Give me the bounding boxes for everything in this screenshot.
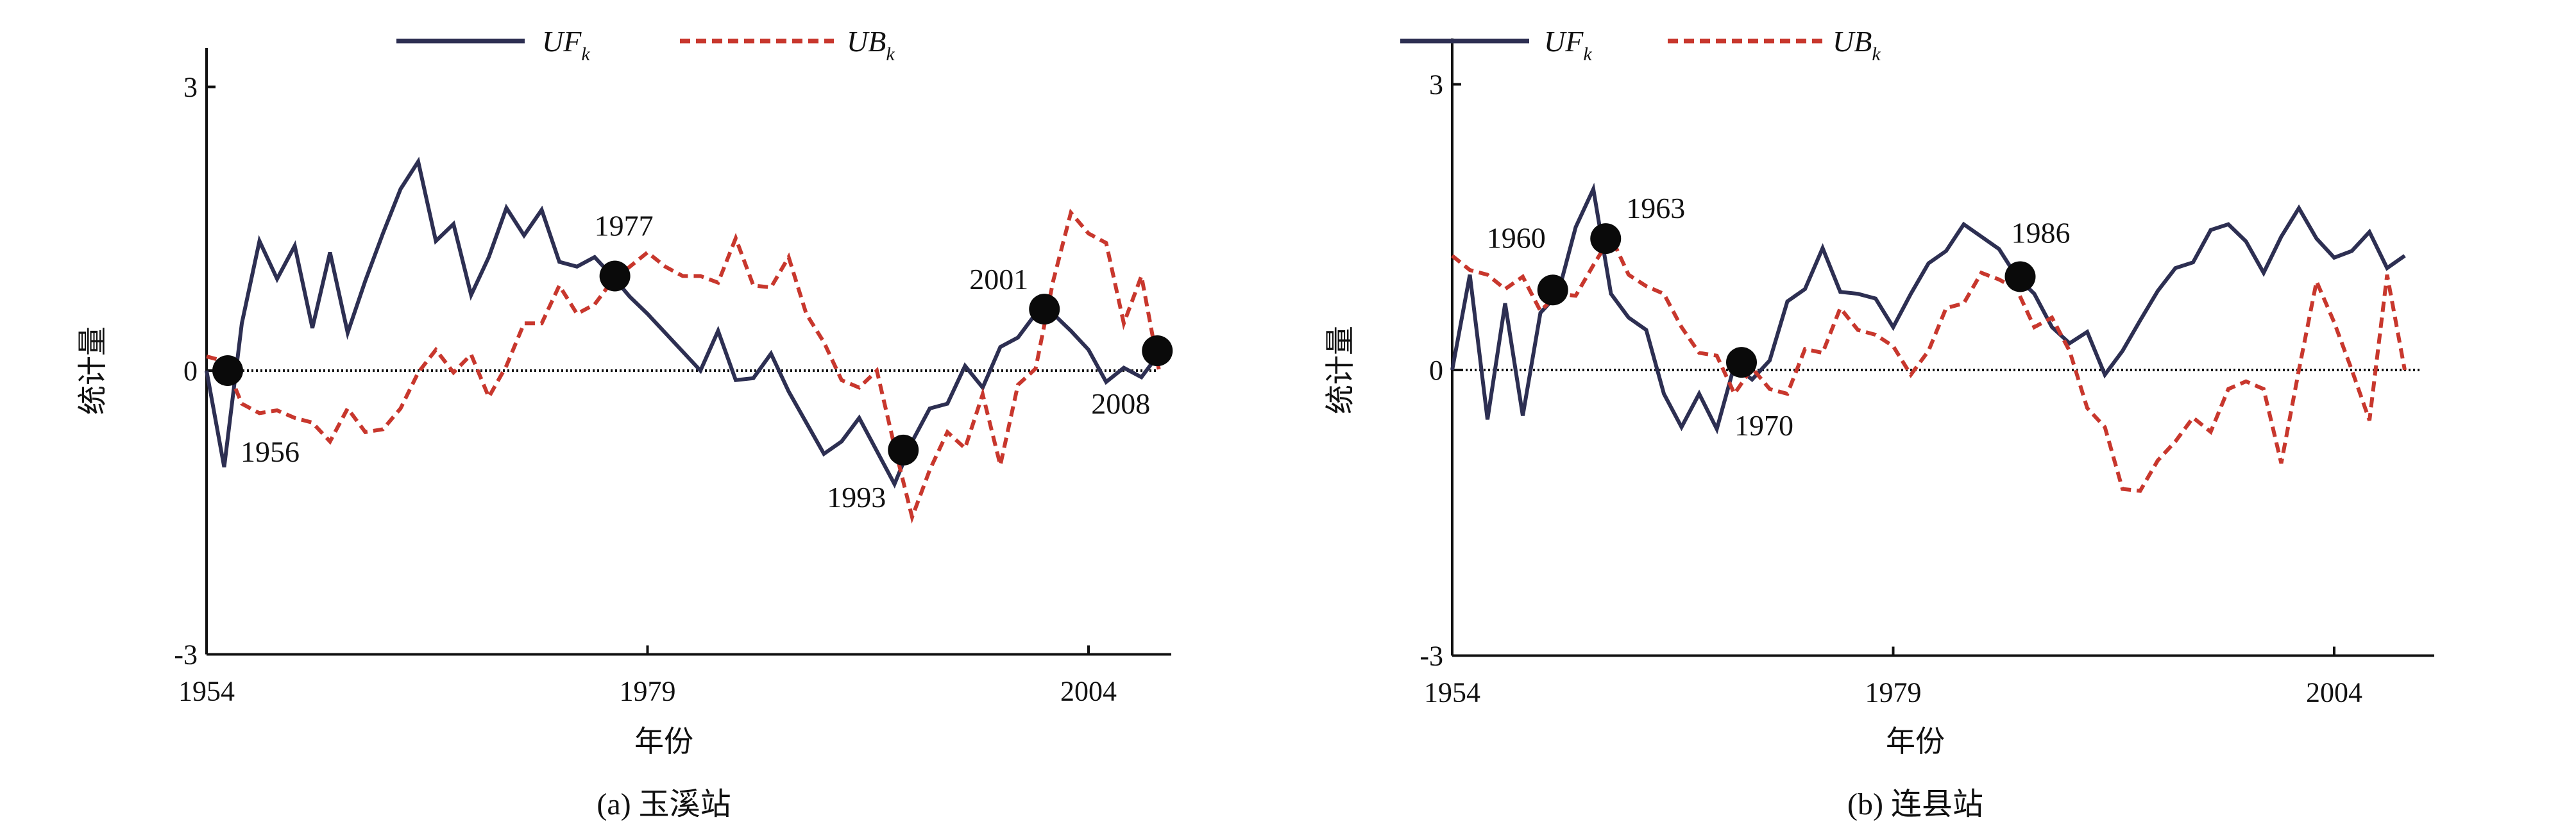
- crossing-marker: [888, 434, 919, 466]
- crossing-marker: [1590, 223, 1622, 255]
- x-tick-label: 1979: [620, 676, 676, 707]
- y-tick-label: -3: [1419, 641, 1443, 672]
- x-axis-label: 年份: [634, 725, 693, 758]
- crossing-marker: [2004, 261, 2036, 292]
- legend-ub-subscript: k: [1872, 44, 1881, 65]
- legend-uf-label: UFk: [542, 25, 590, 65]
- x-tick-label: 2004: [1060, 676, 1117, 707]
- x-tick-label: 1979: [1865, 677, 1922, 709]
- series-UBk: [206, 208, 1161, 524]
- panel-yuxi: 3 0 -3 1954 1979 2004 1956 1977 1993 2001 2008 UFk U…: [76, 25, 1173, 821]
- series-UBk: [1451, 232, 2407, 493]
- crossing-marker: [1726, 347, 1757, 378]
- y-tick-label: 0: [1429, 355, 1443, 386]
- y-tick-label: 3: [1429, 69, 1443, 101]
- crossing-marker: [1537, 274, 1568, 306]
- crossing-label: 1963: [1626, 192, 1685, 224]
- legend-ub-label: UBk: [1833, 25, 1881, 65]
- crossing-marker: [1142, 335, 1173, 367]
- crossing-label: 1960: [1487, 221, 1546, 254]
- panel-caption: (b) 连县站: [1847, 787, 1983, 821]
- crossing-label: 1970: [1734, 409, 1793, 442]
- series-UFk: [1450, 182, 2406, 435]
- crossing-marker: [212, 355, 243, 386]
- legend-uf-label: UFk: [1544, 25, 1592, 65]
- legend-ub-label: UBk: [847, 25, 895, 65]
- y-tick-label: -3: [174, 639, 198, 671]
- panel-lianxian: 3 0 -3 1954 1979 2004 1960 1963 1970 1986 UFk UBk 统计…: [1324, 25, 2434, 821]
- legend-uf-subscript: k: [1583, 44, 1592, 65]
- crossing-marker: [599, 260, 631, 292]
- x-tick-label: 1954: [1424, 677, 1480, 709]
- y-axis-label: 统计量: [76, 326, 109, 415]
- x-tick-label: 1954: [178, 676, 235, 707]
- series-UFk: [205, 156, 1161, 489]
- crossing-label: 1956: [241, 435, 300, 468]
- crossing-label: 2008: [1091, 387, 1150, 420]
- crossing-label: 1993: [827, 481, 886, 514]
- crossing-label: 1977: [595, 210, 654, 242]
- y-axis-label: 统计量: [1324, 326, 1357, 414]
- crossing-label: 1986: [2012, 216, 2071, 249]
- x-axis-label: 年份: [1886, 725, 1945, 758]
- legend-ub-subscript: k: [886, 44, 895, 65]
- y-tick-label: 3: [183, 72, 198, 103]
- legend-uf-subscript: k: [581, 44, 590, 65]
- crossing-label: 2001: [969, 263, 1028, 296]
- crossing-marker: [1029, 294, 1060, 325]
- x-tick-label: 2004: [2306, 677, 2362, 709]
- y-tick-label: 0: [183, 355, 198, 387]
- panel-caption: (a) 玉溪站: [597, 787, 731, 821]
